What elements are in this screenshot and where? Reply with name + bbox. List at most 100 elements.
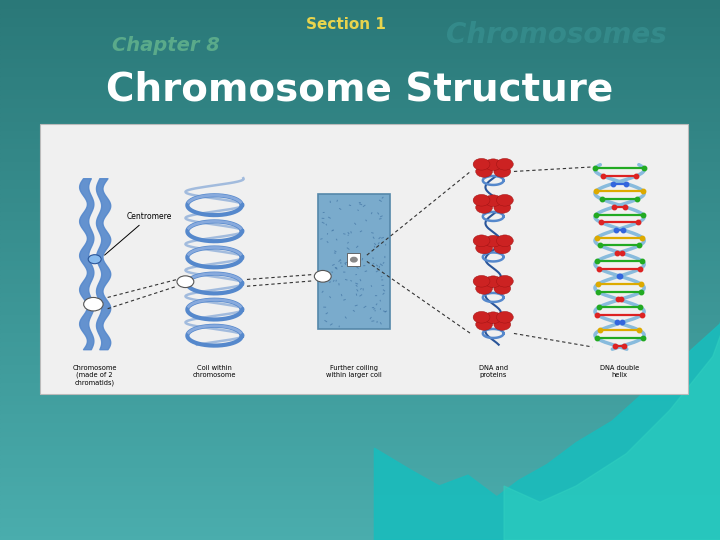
Bar [0,405,720,409]
Bar [0,315,720,320]
Bar [0,243,720,247]
Bar [0,171,720,176]
Bar [0,104,720,108]
Bar [0,153,720,158]
Circle shape [351,258,357,262]
Bar [0,423,720,428]
Bar [0,212,720,216]
Bar [0,90,720,94]
Bar [0,131,720,135]
Circle shape [497,235,513,247]
Bar [0,9,720,14]
Bar [0,459,720,463]
Bar [0,63,720,68]
Bar [0,14,720,18]
Bar [0,139,720,144]
Bar [0,31,720,36]
Bar [0,266,720,270]
Bar [0,378,720,382]
Bar [0,166,720,171]
Circle shape [485,235,502,247]
Bar [0,81,720,85]
Bar [0,293,720,297]
Circle shape [473,194,490,206]
Text: DNA and
proteins: DNA and proteins [479,365,508,378]
Bar [0,77,720,81]
Circle shape [497,275,513,287]
Circle shape [494,242,510,254]
Bar [0,500,720,504]
Bar [0,468,720,472]
Circle shape [476,242,492,254]
Circle shape [497,312,513,323]
Bar [0,414,720,418]
Circle shape [473,158,490,170]
Bar [0,247,720,252]
Bar [0,239,720,243]
Bar [0,531,720,536]
Text: Section 1: Section 1 [306,17,385,32]
Bar [0,324,720,328]
Bar [0,230,720,234]
Bar [0,122,720,126]
Bar [0,432,720,436]
Bar [0,288,720,293]
Bar [0,486,720,490]
Bar [0,297,720,301]
Bar [0,135,720,139]
Bar [0,495,720,500]
Bar [0,18,720,23]
Bar [0,396,720,401]
Bar [0,428,720,432]
Bar [0,185,720,189]
Bar [0,364,720,369]
Circle shape [497,194,513,206]
Bar [0,23,720,27]
Bar [0,382,720,387]
Bar [0,0,720,4]
Bar [0,360,720,364]
Text: Chromosome Structure: Chromosome Structure [107,70,613,108]
Bar [0,446,720,450]
Bar [0,477,720,482]
Bar [0,517,720,522]
Bar [40,124,688,394]
Bar [0,441,720,445]
Circle shape [485,312,502,323]
Bar [0,472,720,477]
Bar [0,216,720,220]
Bar [0,306,720,310]
Bar [0,193,720,198]
Bar [0,355,720,360]
Circle shape [89,255,102,264]
Bar [0,418,720,423]
Bar [0,347,720,351]
Bar [0,117,720,122]
Circle shape [473,312,490,323]
Bar [0,54,720,58]
Bar [0,112,720,117]
Bar [0,320,720,324]
Bar [0,455,720,459]
Bar [0,310,720,315]
Bar [0,279,720,284]
Circle shape [84,298,103,311]
Text: DNA double
helix: DNA double helix [600,365,639,378]
Bar [0,256,720,261]
Bar [0,176,720,180]
Bar [0,126,720,131]
Bar [0,342,720,347]
Circle shape [315,271,331,282]
Bar [0,536,720,540]
Bar [0,158,720,162]
Bar [0,189,720,193]
Bar [0,328,720,333]
Bar [0,333,720,338]
Bar [0,369,720,374]
Circle shape [494,201,510,213]
Circle shape [476,319,492,330]
Bar [0,409,720,414]
Bar [0,274,720,279]
Circle shape [485,276,502,287]
Bar [0,252,720,256]
